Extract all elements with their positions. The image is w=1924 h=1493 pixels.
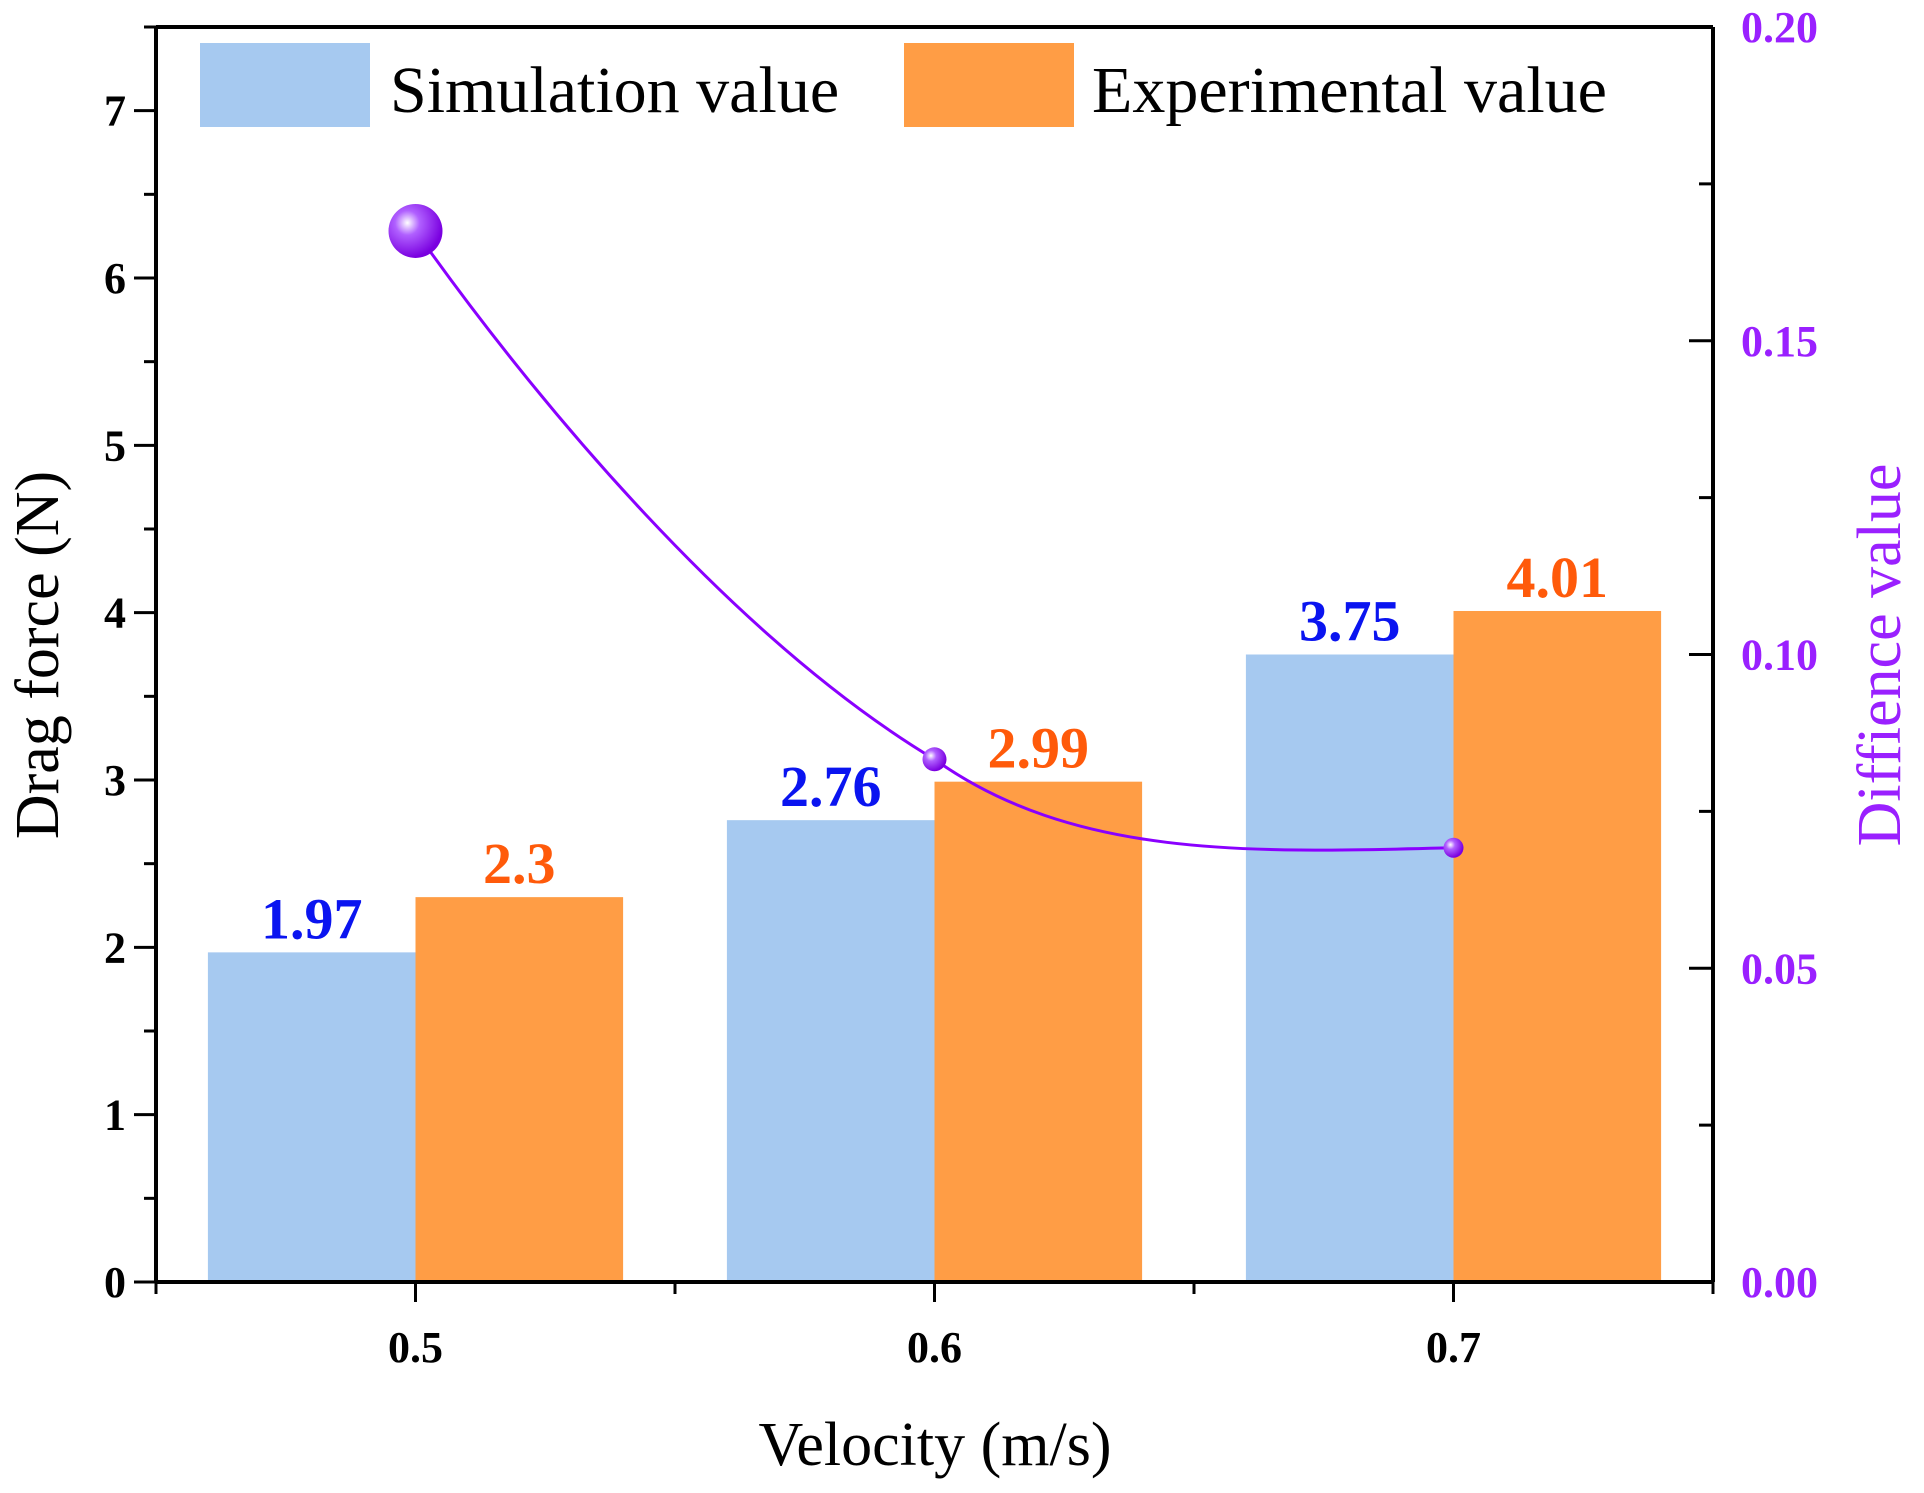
bar-experimental: [1453, 610, 1662, 1282]
data-label: 4.01: [1507, 545, 1609, 610]
difference-point: [388, 203, 443, 258]
y2-tick-label: 0.05: [1741, 944, 1818, 993]
y2-tick-label: 0.10: [1741, 631, 1818, 680]
y-axis-title: Drag force (N): [4, 471, 72, 839]
y-tick-label: 7: [104, 87, 126, 136]
bar-simulation: [207, 952, 416, 1282]
y2-tick-label: 0.20: [1741, 3, 1818, 52]
y-tick-label: 1: [104, 1091, 126, 1140]
y-tick-label: 5: [104, 421, 126, 470]
bar-experimental: [934, 781, 1143, 1282]
x-tick-label: 0.7: [1426, 1323, 1481, 1372]
legend-swatch-simulation: [200, 43, 370, 127]
y-tick-label: 3: [104, 756, 126, 805]
data-label: 1.97: [261, 886, 363, 951]
y-tick-label: 2: [104, 923, 126, 972]
x-tick-label: 0.6: [907, 1323, 962, 1372]
y2-axis-title: Diffience value: [1846, 464, 1914, 847]
y-tick-label: 6: [104, 254, 126, 303]
bar-simulation: [1245, 654, 1454, 1282]
bar-experimental: [415, 897, 624, 1282]
legend-label-simulation: Simulation value: [390, 54, 839, 127]
y-tick-label: 4: [104, 589, 126, 638]
bar-simulation: [726, 820, 935, 1282]
difference-point: [922, 747, 947, 772]
data-label: 2.99: [988, 716, 1090, 781]
y2-tick-label: 0.00: [1741, 1258, 1818, 1307]
data-label: 2.3: [483, 831, 556, 896]
y-tick-label: 0: [104, 1258, 126, 1307]
data-label: 2.76: [780, 754, 882, 819]
y2-tick-label: 0.15: [1741, 317, 1818, 366]
x-axis-title: Velocity (m/s): [759, 1411, 1112, 1479]
x-tick-label: 0.5: [388, 1323, 443, 1372]
difference-point: [1443, 837, 1464, 858]
legend-label-experimental: Experimental value: [1092, 54, 1607, 127]
difference-line: [414, 230, 1454, 852]
legend: Simulation value Experimental value: [200, 43, 1607, 127]
legend-swatch-experimental: [904, 43, 1074, 127]
data-label: 3.75: [1299, 589, 1401, 654]
